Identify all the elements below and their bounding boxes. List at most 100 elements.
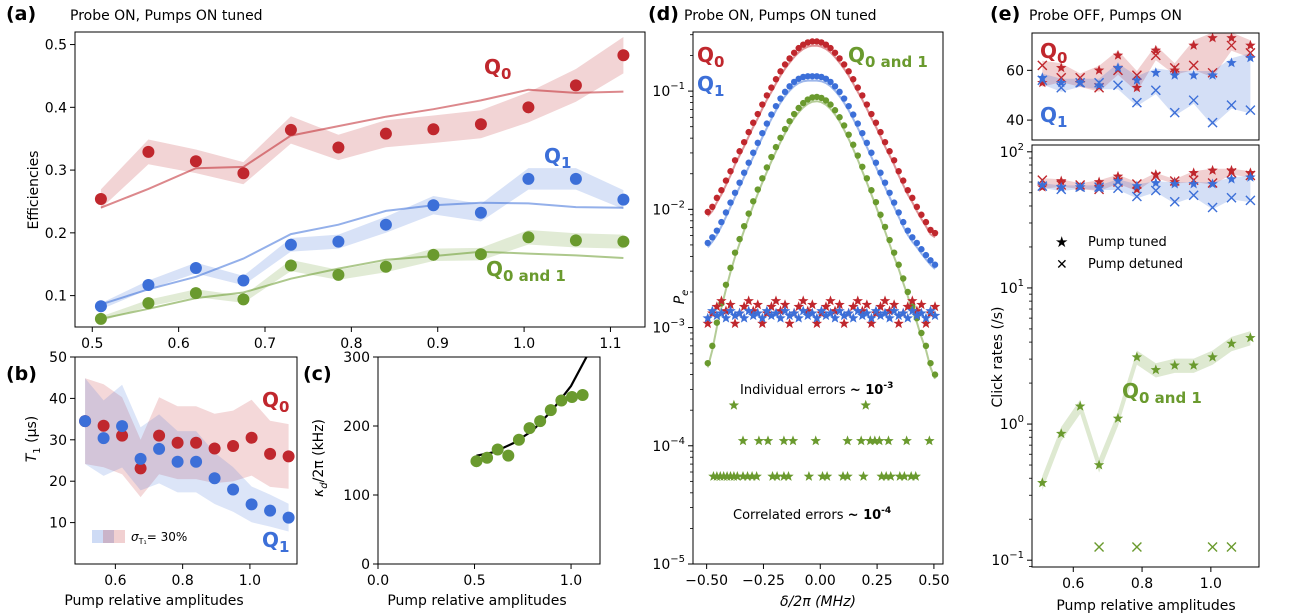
panel-d-error-star-q1	[729, 310, 741, 321]
panel-d-point-q0	[904, 187, 911, 194]
panel-e-top-star-q0	[1169, 64, 1180, 75]
panel-d-correlated-star	[858, 471, 869, 481]
panel-e-bottom-cross-q1	[1245, 195, 1256, 206]
panel-d-point-q1	[722, 209, 730, 216]
panel-d-error-star-q1	[902, 312, 913, 323]
panel-a-ylabel: Efficiencies	[26, 151, 42, 230]
panel-d-point-q01	[836, 114, 843, 121]
panel-a-point-q1	[474, 206, 487, 219]
panel-a-point-q0	[427, 123, 440, 136]
panel-d-error-star-q0	[825, 295, 836, 306]
panel-e-bottom-cross-q0	[1150, 171, 1161, 182]
panel-d-correlated-star	[881, 471, 892, 481]
panel-d-error-star-q0	[793, 301, 804, 312]
panel-b-legend-swatch-q0	[103, 530, 125, 543]
panel-e-top-cross-q1	[1188, 95, 1199, 106]
panel-e-bottom-cross-q1	[1112, 183, 1123, 194]
panel-c-point	[470, 455, 483, 468]
panel-d-error-star-q1	[879, 307, 891, 318]
panel-e-top-cross-q1	[1037, 75, 1048, 86]
panel-d-error-star-q1	[852, 305, 863, 316]
panel-d-point-q0	[877, 128, 884, 136]
panel-e-xlabel: Pump relative amplitudes	[1056, 598, 1235, 614]
panel-e-top-star-q1	[1056, 77, 1067, 88]
panel-b-point-q1	[282, 511, 295, 524]
panel-d-point-q1	[822, 75, 830, 82]
panel-d-correlated-star	[817, 471, 828, 481]
panel-d-ytick-label: 10−1	[652, 81, 685, 100]
panel-d-point-q1	[909, 234, 916, 241]
panel-d-correlated-star	[899, 471, 910, 481]
panel-d-point-q0	[790, 49, 798, 56]
panel-d-point-q0	[713, 194, 721, 202]
panel-d-ytick-exp: −2	[670, 199, 685, 210]
panel-d-correlated-star	[910, 471, 921, 481]
panel-a-point-q0	[142, 145, 155, 158]
panel-d-point-q0	[731, 157, 739, 164]
panel-d-point-q01	[763, 164, 771, 171]
panel-b-legend: σT₁= 30%	[92, 530, 187, 546]
panel-b-legend-text: σT₁= 30%	[131, 530, 187, 546]
panel-e-bottom-star-q01	[1245, 332, 1256, 343]
panel-d-point-q1	[750, 149, 757, 156]
panel-e-top-star-q1	[1131, 74, 1143, 85]
panel-d-correlated-star	[787, 435, 799, 446]
panel-e-ytick-label: 10−1	[991, 550, 1024, 569]
panel-d-error-star-q1	[784, 310, 795, 321]
panel-a-xtick-label: 0.6	[168, 336, 190, 352]
panel-d-error-star-q1	[775, 312, 786, 323]
panel-a: (a) Probe ON, Pumps ON tuned Efficiencie…	[6, 3, 646, 352]
panel-e-top-star-q0	[1131, 82, 1143, 93]
panel-d-point-q01	[786, 117, 793, 125]
panel-d-correlated-star	[883, 435, 894, 446]
panel-a-point-q0	[94, 192, 107, 205]
panel-e-legend-symbol-detuned: ✕	[1056, 257, 1068, 273]
panel-a-point-q0	[284, 123, 297, 136]
panel-d-error-star-q1	[816, 305, 827, 316]
panel-d-point-q1	[704, 239, 711, 247]
panel-d-point-q01	[722, 281, 730, 288]
panel-d-error-star-q1	[802, 310, 813, 321]
panel-d-error-star-q1	[720, 312, 732, 323]
panel-d-ytick-exp: −4	[670, 436, 685, 447]
panel-d-correlated-star	[821, 471, 833, 481]
panel-c-ytick-label: 300	[343, 350, 370, 366]
panel-e-top-star-q1	[1188, 69, 1199, 80]
panel-d-correlated-star	[783, 471, 794, 481]
panel-e-top-star-q1	[1037, 72, 1048, 83]
panel-d-point-q1	[840, 95, 848, 102]
panel-d-error-star-q0	[879, 295, 891, 306]
panel-d-point-q01	[904, 288, 911, 296]
panel-b-label-q1: Q1	[262, 528, 289, 556]
panel-d-point-q01	[727, 264, 734, 272]
panel-d-point-q1	[895, 209, 902, 216]
panel-d-point-q0	[750, 119, 757, 126]
panel-a-point-q0	[189, 155, 202, 168]
panel-a-ytick-label: 0.1	[45, 289, 67, 305]
panel-e-bottom-cross-q01	[1207, 542, 1218, 552]
panel-d-error-star-q0	[775, 305, 786, 316]
panel-e-top-star-q0	[1056, 62, 1067, 73]
panel-d-correlated-star	[865, 435, 876, 446]
panel-b-ytick-label: 10	[49, 516, 67, 532]
panel-e-bottom-star-q01	[1188, 359, 1199, 370]
panel-e-top-cross-q1	[1150, 85, 1161, 96]
panel-c-ytick-label: 100	[343, 488, 370, 504]
panel-a-point-q0	[237, 167, 250, 180]
panel-d-error-star-q1	[757, 312, 768, 323]
panel-a-point-q01	[284, 259, 297, 272]
panel-b: (b) T1 (µs) Pump relative amplitudes 0.6…	[6, 350, 298, 609]
panel-d-correlated-star	[876, 471, 887, 481]
panel-d-point-q0	[895, 168, 902, 175]
panel-d-point-q1	[890, 199, 898, 206]
panel-b-point-q1	[134, 452, 147, 465]
panel-d-point-q01	[931, 371, 939, 378]
panel-c-ytick-label: 0	[361, 557, 370, 573]
panel-d-error-star-q0	[720, 305, 732, 316]
panel-d-point-q1	[781, 88, 789, 96]
panel-e-bottom-star-q0	[1093, 176, 1105, 187]
panel-d-point-q1	[927, 257, 934, 264]
panel-b-legend-swatch-q1	[92, 530, 114, 543]
panel-d-point-q1	[713, 227, 721, 234]
panel-e-top-cross-q0	[1188, 60, 1199, 71]
